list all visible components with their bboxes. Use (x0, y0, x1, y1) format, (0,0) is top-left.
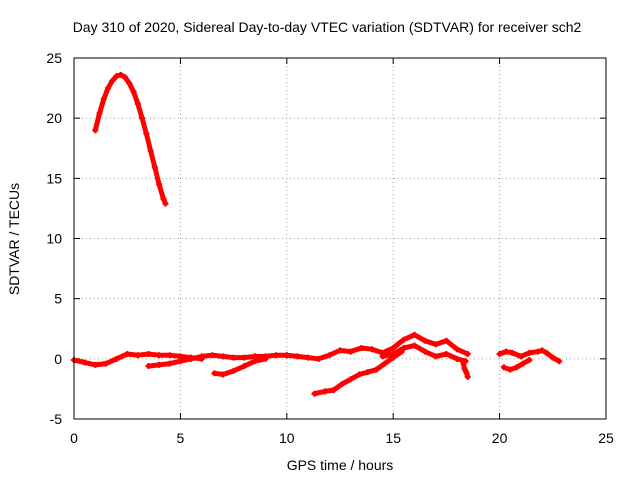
series-trace (501, 357, 532, 373)
y-tick-label: 15 (46, 170, 62, 186)
y-axis-label: SDTVAR / TECUs (6, 182, 22, 296)
y-tick-label: -5 (50, 411, 63, 427)
y-tick-label: 25 (46, 50, 62, 66)
series-trace (71, 351, 205, 368)
series-base-1 (71, 351, 205, 368)
series-late-dip (500, 357, 533, 373)
plot-frame (73, 57, 607, 420)
x-tick-label: 0 (70, 430, 78, 446)
x-tick-label: 25 (598, 430, 614, 446)
x-tick-label: 5 (177, 430, 185, 446)
x-tick-label: 20 (492, 430, 508, 446)
series-late (496, 347, 563, 365)
tick-labels: 0 5 10 15 20 25 -5 0 5 10 15 20 25 (46, 50, 614, 446)
series-trace (146, 352, 290, 369)
series-mid (283, 331, 471, 362)
series-trace (497, 347, 562, 364)
chart-title: Day 310 of 2020, Sidereal Day-to-day VTE… (72, 19, 582, 35)
x-tick-label: 10 (279, 430, 295, 446)
series-dip (211, 355, 269, 378)
series-tail (460, 360, 471, 380)
y-tick-label: 5 (54, 291, 62, 307)
series-trace (460, 361, 471, 380)
series-trace (312, 349, 405, 397)
data-points (71, 71, 563, 397)
series-trace (211, 356, 268, 377)
y-tick-label: 0 (54, 351, 62, 367)
series-trace (284, 332, 471, 362)
grid-lines (74, 58, 606, 419)
series-trace (380, 343, 469, 364)
y-tick-label: 20 (46, 110, 62, 126)
x-axis-label: GPS time / hours (286, 457, 394, 473)
series-rising (311, 348, 405, 397)
y-tick-label: 10 (46, 231, 62, 247)
x-tick-label: 15 (385, 430, 401, 446)
series-arc-high (92, 71, 169, 207)
series-trace (92, 72, 168, 207)
